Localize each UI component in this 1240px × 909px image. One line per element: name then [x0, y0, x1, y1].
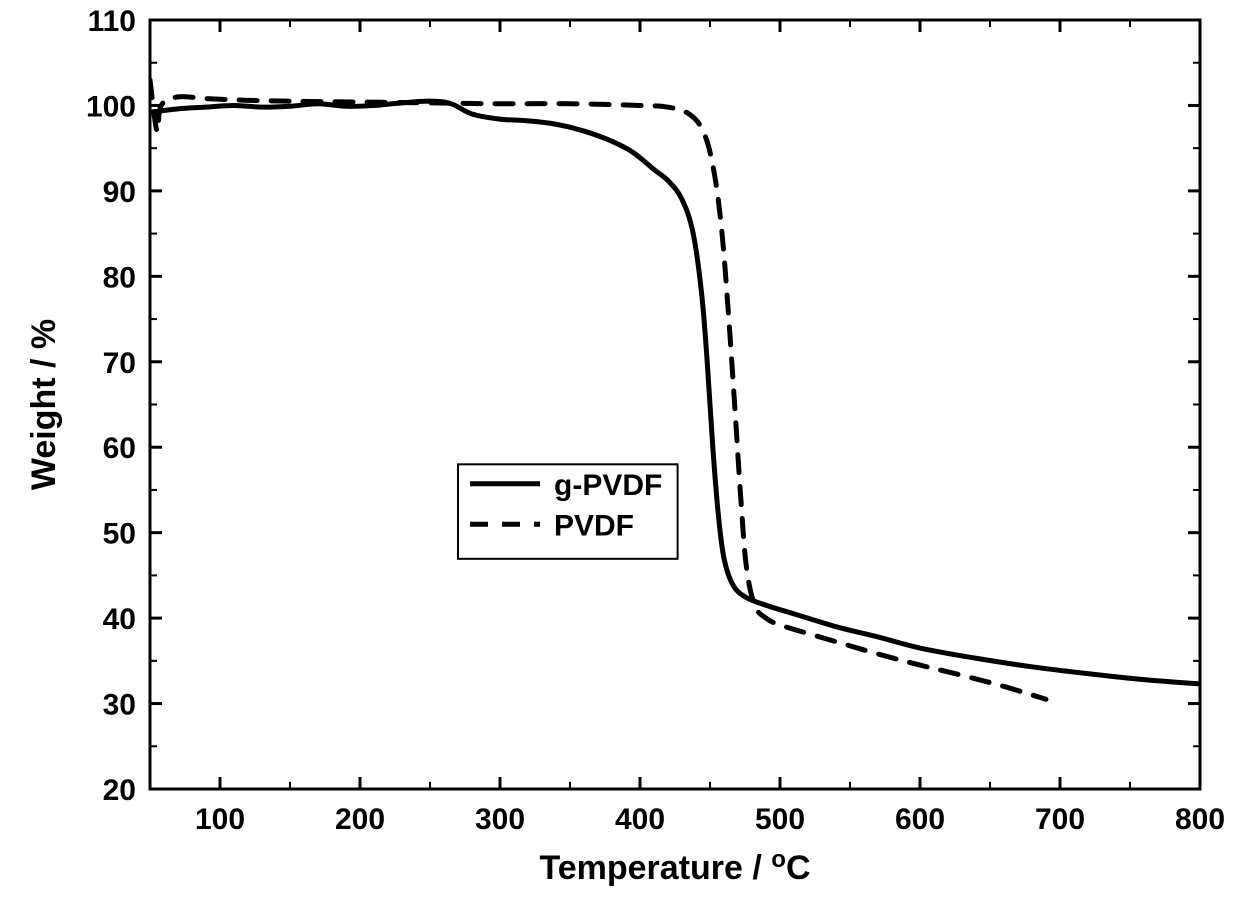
x-tick-label: 800 [1175, 803, 1225, 836]
y-tick-label: 70 [103, 347, 136, 380]
x-tick-label: 700 [1035, 803, 1085, 836]
y-tick-label: 110 [88, 5, 136, 38]
tga-chart: 100 200 300 400 500 600 700 800 20 30 40 50 60 70 80 90… [0, 0, 1240, 909]
legend-label: g-PVDF [554, 469, 662, 502]
x-axis-label: Temperature / oC [539, 846, 810, 887]
legend-label: PVDF [554, 509, 634, 542]
y-tick-label: 50 [103, 518, 136, 551]
x-tick-label: 100 [195, 803, 245, 836]
x-tick-label: 300 [475, 803, 525, 836]
chart-svg: 100 200 300 400 500 600 700 800 20 30 40 50 60 70 80 90… [0, 0, 1240, 909]
y-tick-label: 100 [86, 90, 136, 123]
y-tick-label: 90 [103, 176, 136, 209]
y-tick-label: 60 [103, 432, 136, 465]
x-tick-label: 400 [615, 803, 665, 836]
x-tick-label: 500 [755, 803, 805, 836]
y-tick-label: 20 [103, 774, 136, 807]
x-tick-label: 200 [335, 803, 385, 836]
y-tick-label: 30 [103, 689, 136, 722]
y-tick-label: 80 [103, 261, 136, 294]
y-tick-label: 40 [103, 603, 136, 636]
x-tick-label: 600 [895, 803, 945, 836]
y-axis-label: Weight / % [25, 319, 63, 490]
